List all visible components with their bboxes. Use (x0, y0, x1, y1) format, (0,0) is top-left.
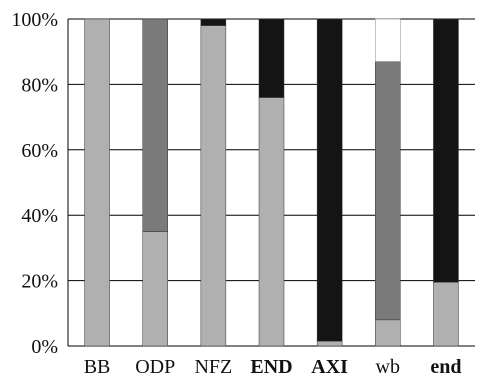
bar-segment-axi-s1 (316, 340, 343, 347)
bar-segment-end-s3 (258, 18, 285, 98)
bar-remainder-wb (374, 18, 401, 62)
x-tick-label: NFZ (194, 356, 232, 378)
bar-segment-end-s3 (433, 18, 459, 283)
x-tick-label: END (250, 356, 292, 378)
y-tick-label: 20% (21, 271, 58, 293)
x-tick-label: wb (376, 356, 400, 378)
bar-segment-wb-s1 (375, 319, 401, 347)
x-tick-label: BB (84, 356, 111, 378)
y-tick-label: 80% (21, 74, 58, 96)
y-tick-label: 40% (21, 205, 58, 227)
bar-segment-end-s1 (258, 97, 285, 347)
y-tick-label: 0% (31, 336, 58, 358)
bar-segment-odp-s1 (142, 231, 168, 347)
x-tick-label: ODP (135, 356, 175, 378)
x-tick-label: end (430, 356, 461, 378)
bar-segment-odp-s2 (142, 18, 168, 232)
x-tick-label: AXI (311, 356, 348, 378)
y-tick-label: 100% (11, 9, 58, 31)
bar-segment-axi-s3 (316, 18, 343, 342)
bar-segment-nfz-s1 (200, 25, 227, 347)
bar-segment-bb-s1 (84, 18, 110, 347)
bar-segment-nfz-s3 (200, 18, 227, 26)
bar-segment-wb-s2 (375, 61, 401, 321)
y-tick-label: 60% (21, 140, 58, 162)
bar-segment-end-s1 (433, 281, 459, 347)
